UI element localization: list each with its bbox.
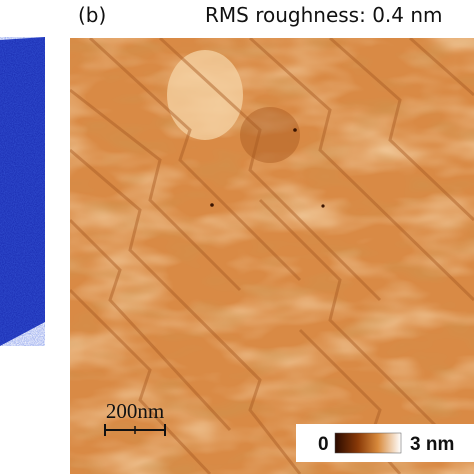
panel-label: (b) [78,3,106,27]
colorbar-max-label: 3 nm [410,434,454,455]
afm-image [70,38,474,474]
colorbar-min-label: 0 [318,434,329,455]
panel-a-image [0,37,45,346]
colorbar-gradient [334,432,402,454]
colorbar: 0 3 nm [296,424,474,462]
annotation: RMS roughness: 0.4 nm [205,3,443,27]
scale-bar: 200nm [104,399,166,436]
scale-bar-label: 200nm [106,399,164,423]
